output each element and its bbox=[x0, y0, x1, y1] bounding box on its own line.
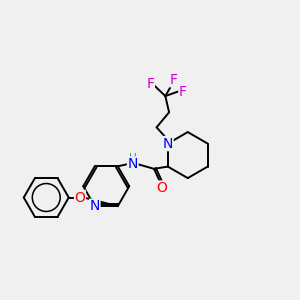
Text: H: H bbox=[129, 153, 136, 163]
Text: O: O bbox=[156, 181, 167, 195]
Text: F: F bbox=[170, 73, 178, 87]
Text: F: F bbox=[179, 85, 187, 99]
Text: N: N bbox=[90, 199, 100, 213]
Text: O: O bbox=[75, 190, 86, 205]
Text: F: F bbox=[146, 76, 154, 91]
Text: N: N bbox=[128, 157, 138, 171]
Text: N: N bbox=[163, 136, 173, 151]
